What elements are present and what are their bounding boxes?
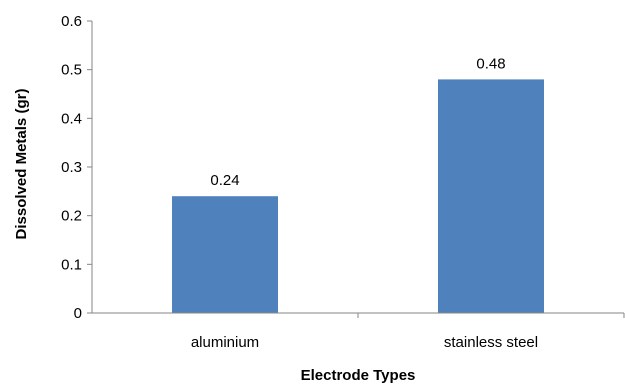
y-tick-label: 0.4 <box>61 110 82 127</box>
y-axis-ticks: 0 0.1 0.2 0.3 0.4 0.5 0.6 <box>61 13 92 322</box>
x-axis-ticks: aluminium stainless steel <box>191 313 625 351</box>
bar <box>172 196 278 313</box>
y-tick-label: 0.1 <box>61 256 82 273</box>
y-tick-label: 0.5 <box>61 62 82 79</box>
x-axis-title: Electrode Types <box>301 367 416 384</box>
y-tick-label: 0 <box>74 305 82 322</box>
bar <box>438 79 544 314</box>
y-axis-title: Dissolved Metals (gr) <box>13 89 30 240</box>
bars: 0.24 0.48 <box>172 55 544 314</box>
y-tick-label: 0.2 <box>61 208 82 225</box>
data-label: 0.24 <box>210 172 239 189</box>
x-tick-label: aluminium <box>191 334 259 351</box>
y-tick-label: 0.3 <box>61 159 82 176</box>
y-tick-label: 0.6 <box>61 13 82 30</box>
data-label: 0.48 <box>476 55 505 72</box>
x-tick-label: stainless steel <box>444 334 538 351</box>
